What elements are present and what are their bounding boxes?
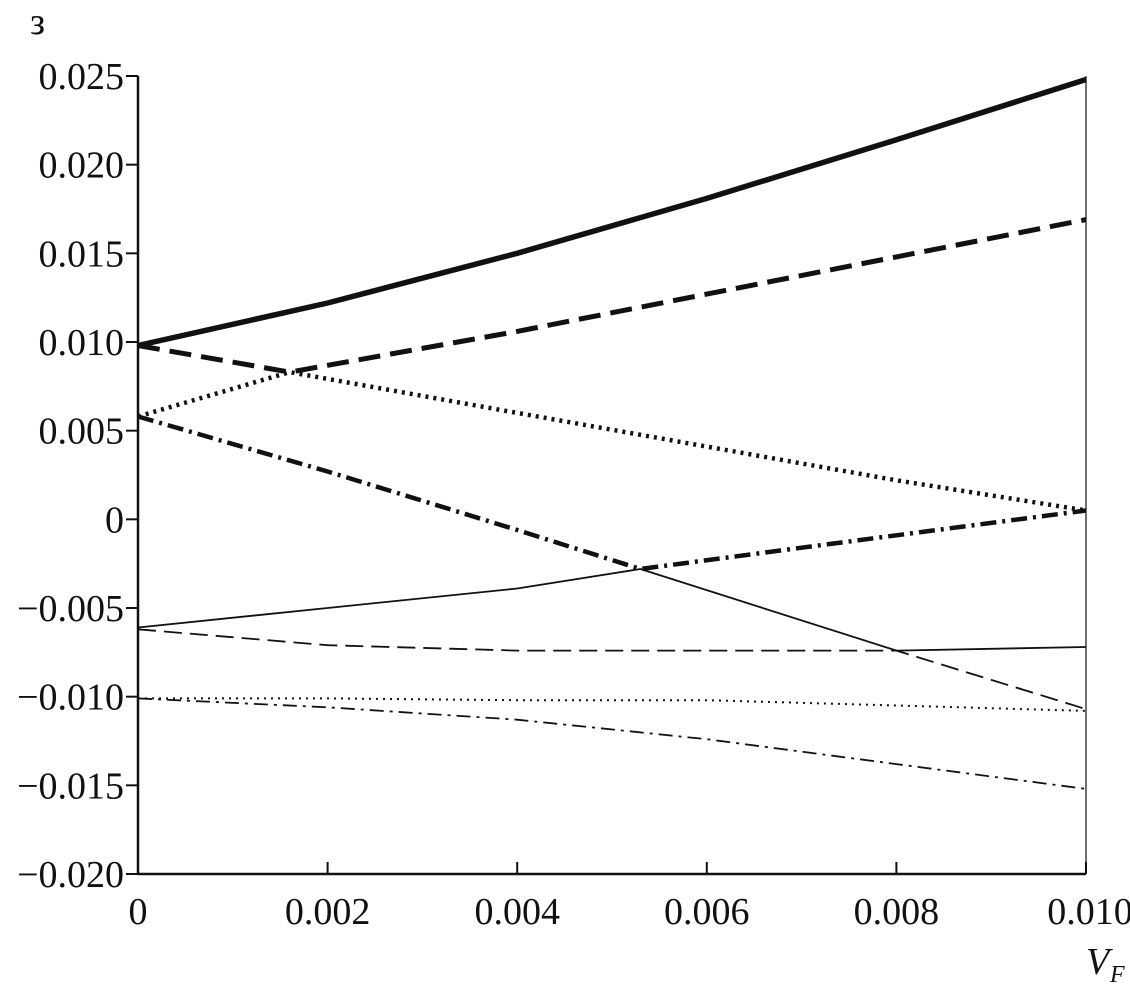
- series-group: [137, 76, 1087, 790]
- x-tick-label: 0: [129, 891, 148, 933]
- series-line-thin-dashed: [137, 628, 1087, 710]
- series-line-thin-solid: [137, 568, 1087, 652]
- x-tick-label: 0.010: [1047, 891, 1130, 933]
- y-tick-label: 0.015: [39, 233, 125, 275]
- series-line-thick-dotted: [137, 369, 1087, 513]
- y-tick-label: −0.005: [17, 588, 124, 630]
- x-ticks: 0 0.002 0.004 0.006 0.008 0.010: [129, 862, 1130, 933]
- series-line-thick-dashed: [137, 217, 1087, 375]
- y-tick-label: 0: [105, 499, 124, 541]
- axes: [136, 76, 1087, 876]
- y-tick-label: 0.010: [39, 322, 125, 364]
- x-tick-label: 0.002: [285, 891, 371, 933]
- series-line-thin-dotted: [138, 697, 1087, 712]
- x-axis-title-subscript: F: [1109, 962, 1125, 988]
- y-axis-title: з: [30, 1, 45, 43]
- series-line-thick-dashdot: [137, 414, 1087, 572]
- series-line-thick-solid: [137, 76, 1087, 349]
- series-line-thin-dashdot: [137, 697, 1087, 790]
- x-tick-label: 0.006: [664, 891, 750, 933]
- y-tick-label: 0.020: [39, 145, 125, 187]
- y-ticks: 0.025 0.020 0.015 0.010 0.005 0 −0.005 −0.010 −0…: [17, 56, 138, 896]
- y-tick-label: 0.025: [39, 56, 125, 98]
- x-tick-label: 0.008: [854, 891, 940, 933]
- x-axis-title: V: [1086, 941, 1113, 983]
- y-tick-label: −0.015: [17, 765, 124, 807]
- y-tick-label: 0.005: [39, 411, 125, 453]
- x-tick-label: 0.004: [474, 891, 560, 933]
- y-tick-label: −0.010: [17, 677, 124, 719]
- y-tick-label: −0.020: [17, 854, 124, 896]
